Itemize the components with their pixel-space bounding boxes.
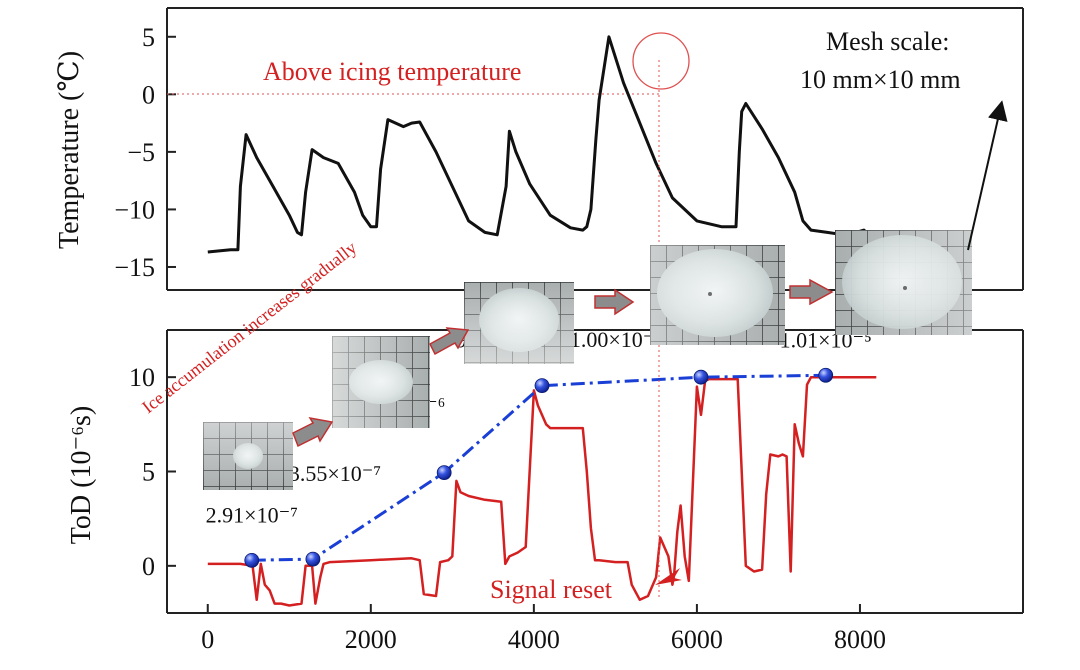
ice-photo-2 <box>332 336 430 428</box>
bottom-x-tick-label: 0 <box>201 625 214 654</box>
peak-tod-value-label: 1.00×10⁻⁵ <box>570 327 662 352</box>
progress-arrow-3 <box>594 288 635 316</box>
top-y-tick-label: 0 <box>142 80 155 109</box>
peak-tod-point <box>436 465 452 481</box>
mesh-scale-line1: Mesh scale: <box>826 27 949 56</box>
temperature-series-line <box>207 35 878 254</box>
peak-tod-series-line <box>251 373 826 562</box>
peak-tod-point <box>534 378 550 394</box>
peak-tod-value-label: 2.91×10⁻⁷ <box>206 502 298 527</box>
bottom-panel: 10 5 0 0 2000 4000 6000 8000 2.91×10⁻⁷ 3.55×10⁻… <box>66 327 1024 654</box>
top-y-ticks: 5 0 −5 −10 −15 <box>114 23 176 282</box>
peak-temperature-circle <box>632 32 690 90</box>
bottom-x-ticks: 0 2000 4000 6000 8000 <box>201 604 886 654</box>
bottom-y-tick-label: 5 <box>142 458 155 487</box>
above-icing-annotation: Above icing temperature <box>263 57 521 86</box>
bottom-x-tick-label: 6000 <box>671 625 723 654</box>
ice-accumulation-annotation: Ice accumulation increases gradually <box>138 237 360 417</box>
peak-tod-value-label: 3.55×10⁻⁷ <box>289 461 381 486</box>
top-y-tick-label: −15 <box>114 253 155 282</box>
bottom-x-tick-label: 8000 <box>834 625 886 654</box>
tod-signal-series-line <box>207 375 877 607</box>
peak-tod-point <box>244 552 260 568</box>
top-panel: 5 0 −5 −10 −15 Temperature (℃) <box>54 7 1024 291</box>
ice-photo-5 <box>835 230 972 335</box>
bottom-x-tick-label: 4000 <box>508 625 560 654</box>
ice-photo-4 <box>650 245 785 345</box>
signal-reset-arrow <box>655 568 682 585</box>
top-y-tick-label: 5 <box>142 23 155 52</box>
mesh-scale-line2: 10 mm×10 mm <box>800 65 961 94</box>
ice-photo-3 <box>464 282 574 364</box>
bottom-y-tick-label: 0 <box>142 552 155 581</box>
peak-tod-point <box>305 551 321 567</box>
signal-reset-annotation: Signal reset <box>490 575 613 604</box>
progress-arrow-1 <box>292 416 334 448</box>
top-y-axis-label: Temperature (℃) <box>54 51 85 249</box>
peak-tod-point <box>818 367 834 383</box>
top-y-tick-label: −10 <box>114 195 155 224</box>
top-y-tick-label: −5 <box>127 138 155 167</box>
bottom-y-axis-label: ToD (10⁻⁶s) <box>66 406 97 544</box>
progress-arrow-2 <box>429 327 470 356</box>
bottom-x-tick-label: 2000 <box>345 625 397 654</box>
progress-arrows <box>292 278 834 448</box>
bottom-y-tick-label: 10 <box>129 363 155 392</box>
progress-arrow-4 <box>789 278 834 306</box>
mesh-scale-arrow <box>967 100 1008 251</box>
bottom-y-ticks: 10 5 0 <box>129 363 176 581</box>
ice-photo-1 <box>203 422 293 490</box>
peak-tod-point <box>693 369 709 385</box>
